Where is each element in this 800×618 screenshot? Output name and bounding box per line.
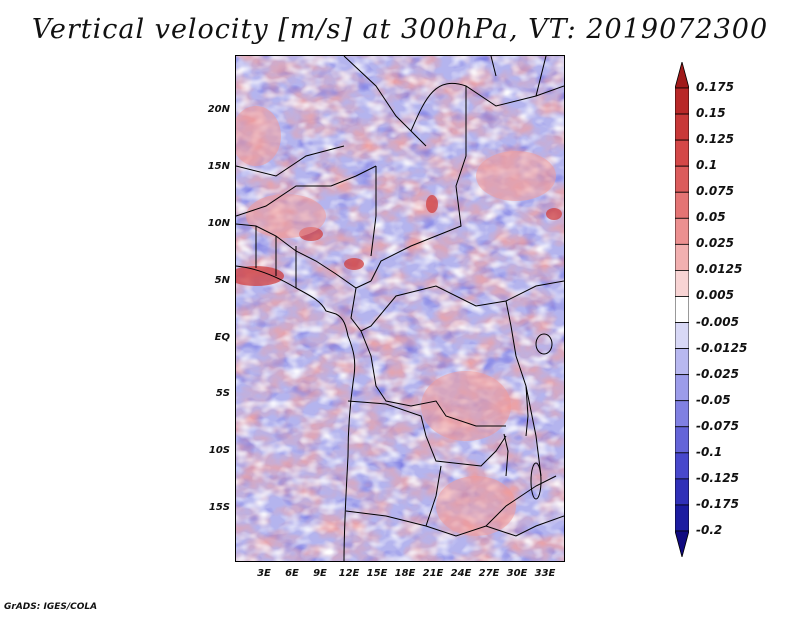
colorbar-segment — [675, 87, 689, 115]
colorbar-segment — [675, 400, 689, 428]
map-plot-area — [235, 55, 565, 562]
colorbar-segment — [675, 270, 689, 297]
lon-label: 3E — [257, 568, 271, 579]
colorbar-label: -0.125 — [696, 470, 739, 485]
colorbar-label: -0.175 — [696, 496, 739, 511]
colorbar-label: -0.2 — [696, 523, 723, 537]
colorbar-label: -0.005 — [696, 314, 739, 329]
colorbar-label: 0.05 — [696, 210, 726, 225]
lat-label: 15N — [207, 161, 230, 172]
colorbar-segment — [675, 165, 689, 193]
lat-label: 10S — [208, 445, 230, 456]
colorbar-label: 0.0125 — [696, 262, 743, 277]
lon-label: 9E — [313, 568, 327, 579]
vertical-velocity-field — [236, 56, 564, 561]
colorbar-segment — [675, 322, 689, 349]
colorbar-segment — [675, 478, 689, 506]
lon-label: 21E — [422, 568, 444, 579]
colorbar-label: 0.005 — [696, 288, 734, 303]
lon-label: 30E — [506, 568, 528, 579]
lon-label: 12E — [338, 568, 360, 579]
near-zero-shading — [236, 56, 564, 561]
country-borders — [236, 56, 564, 561]
lat-label: EQ — [214, 332, 230, 343]
lakes — [503, 333, 553, 500]
colorbar-label: 0.175 — [696, 80, 734, 94]
colorbar-segment — [675, 217, 689, 245]
colorbar-label: -0.1 — [696, 444, 723, 459]
lon-label: 6E — [285, 568, 299, 579]
lon-label: 18E — [394, 568, 416, 579]
lat-label: 5S — [215, 388, 230, 399]
lon-label: 33E — [534, 568, 556, 579]
lon-label: 15E — [366, 568, 388, 579]
colorbar-label: 0.025 — [696, 236, 734, 251]
map-title: Vertical velocity [m/s] at 300hPa, VT: 2… — [31, 14, 769, 45]
colorbar-label: -0.0125 — [696, 340, 748, 355]
colorbar-label: -0.025 — [696, 366, 739, 381]
colorbar-segment — [675, 243, 689, 271]
colorbar-label: 0.075 — [696, 184, 734, 199]
colorbar-label: -0.075 — [696, 418, 739, 433]
lat-label: 20N — [207, 104, 230, 115]
lon-label: 27E — [478, 568, 500, 579]
grads-credit: GrADS: IGES/COLA — [4, 602, 98, 612]
colorbar-label: -0.05 — [696, 392, 731, 407]
colorbar-label: 0.15 — [696, 106, 726, 121]
colorbar-segment — [675, 348, 689, 376]
colorbar-segment — [675, 139, 689, 167]
colorbar-segment — [675, 374, 689, 402]
lat-label: 10N — [207, 218, 230, 229]
lat-label: 15S — [208, 502, 230, 513]
colorbar-top-triangle — [675, 62, 689, 89]
ascent-areas — [236, 106, 556, 536]
colorbar-segment — [675, 426, 689, 454]
colorbar-label: 0.125 — [696, 132, 734, 147]
colorbar-label: 0.1 — [696, 158, 718, 173]
colorbar-segment — [675, 113, 689, 141]
lat-label: 5N — [214, 275, 230, 286]
colorbar-segment — [675, 296, 689, 323]
colorbar — [675, 62, 689, 557]
colorbar-segment — [675, 452, 689, 480]
colorbar-segment — [675, 504, 689, 532]
colorbar-bottom-triangle — [675, 530, 689, 557]
colorbar-segment — [675, 191, 689, 219]
lon-label: 24E — [450, 568, 472, 579]
